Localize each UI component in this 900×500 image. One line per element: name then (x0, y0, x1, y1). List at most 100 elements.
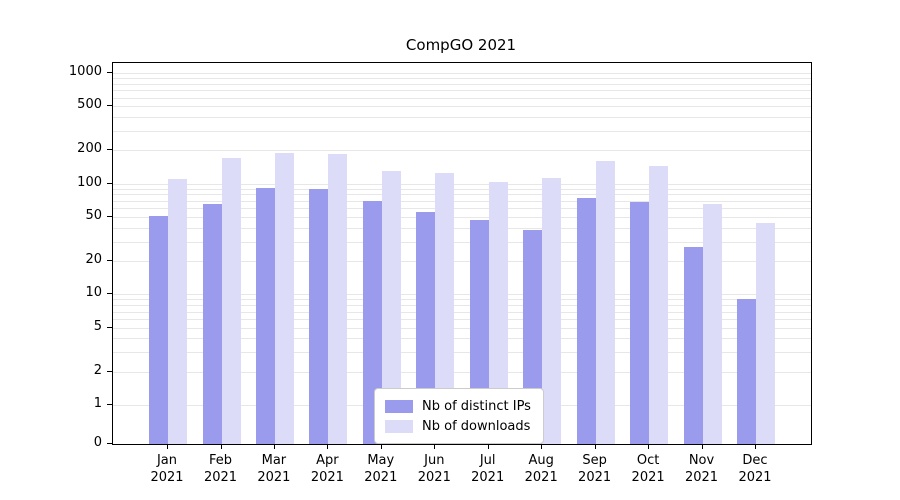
gridline (113, 83, 811, 85)
plot-area (112, 62, 812, 445)
y-tick-label-500: 500 (77, 97, 102, 113)
gridline (113, 294, 811, 296)
bar-downloads-jan (168, 179, 187, 444)
bar-ips-feb (202, 204, 222, 444)
y-tick-label-200: 200 (77, 141, 102, 157)
bar-ips-mar (255, 187, 275, 444)
gridline (113, 338, 811, 340)
y-tick-mark (107, 260, 112, 261)
y-tick-label-0: 0 (93, 435, 102, 450)
legend-swatch-distinct-ips (385, 399, 413, 413)
x-tick-mark (648, 444, 650, 449)
gridline (113, 200, 811, 202)
x-tick-label-jan: Jan 2021 (150, 453, 184, 485)
bar-downloads-sep (595, 161, 615, 444)
y-tick-mark (107, 443, 112, 444)
x-tick-label-aug: Aug 2021 (524, 453, 558, 485)
gridline (113, 130, 811, 132)
x-tick-mark (487, 444, 489, 449)
y-tick-label-100: 100 (77, 174, 102, 190)
x-tick-mark (701, 444, 703, 449)
gridline (113, 327, 811, 329)
gridline (113, 97, 811, 99)
gridline (113, 183, 811, 185)
legend-label-downloads: Nb of downloads (422, 418, 531, 434)
gridline (113, 194, 811, 196)
legend-swatch-downloads (385, 419, 413, 433)
gridline (113, 188, 811, 190)
x-tick-label-apr: Apr 2021 (310, 453, 344, 485)
bar-ips-nov (683, 246, 703, 444)
bar-ips-jan (149, 216, 168, 444)
y-tick-mark (107, 326, 112, 328)
gridline (113, 150, 811, 152)
y-tick-mark (107, 404, 112, 405)
y-tick-mark (107, 72, 112, 73)
bar-ips-apr (309, 188, 329, 444)
y-tick-mark (107, 105, 112, 107)
bar-downloads-mar (274, 152, 294, 444)
bar-ips-jun (416, 211, 436, 444)
gridline (113, 227, 811, 229)
gridline (113, 90, 811, 92)
gridline (113, 261, 811, 262)
x-tick-label-feb: Feb 2021 (203, 453, 238, 485)
gridline (113, 352, 811, 354)
gridline (113, 311, 811, 313)
x-tick-mark (327, 444, 329, 449)
bar-downloads-oct (649, 165, 669, 444)
legend: Nb of distinct IPs Nb of downloads (374, 388, 544, 444)
bar-ips-dec (737, 299, 756, 444)
y-tick-label-50: 50 (85, 208, 102, 223)
bar-downloads-nov (702, 204, 722, 444)
bar-ips-may (362, 200, 382, 444)
y-tick-label-1: 1 (93, 396, 102, 411)
x-tick-label-mar: Mar 2021 (257, 453, 291, 485)
x-tick-label-jul: Jul 2021 (471, 453, 505, 485)
gridline (113, 117, 811, 118)
chart-title: CompGO 2021 (405, 36, 517, 54)
x-tick-label-jun: Jun 2021 (417, 453, 451, 485)
bar-downloads-feb (221, 158, 241, 444)
gridline (113, 299, 811, 301)
x-tick-label-oct: Oct 2021 (631, 453, 665, 485)
bar-downloads-dec (756, 223, 775, 444)
y-tick-label-2: 2 (93, 362, 102, 378)
bar-downloads-aug (542, 178, 562, 444)
bar-downloads-may (381, 171, 401, 444)
y-tick-label-5: 5 (93, 318, 102, 334)
gridline (113, 208, 811, 210)
gridline (113, 217, 811, 218)
legend-item-downloads: Nb of downloads (385, 416, 531, 436)
x-tick-label-sep: Sep 2021 (578, 453, 612, 485)
y-tick-mark (107, 293, 112, 295)
gridline (113, 73, 811, 74)
x-tick-mark (380, 444, 382, 449)
x-tick-label-dec: Dec 2021 (738, 453, 772, 485)
x-tick-mark (220, 444, 222, 449)
gridline (113, 78, 811, 80)
gridline (113, 241, 811, 243)
bar-downloads-jul (488, 182, 508, 444)
x-tick-mark (167, 444, 168, 449)
bar-ips-oct (630, 202, 650, 444)
y-tick-mark (107, 216, 112, 217)
x-tick-mark (541, 444, 543, 449)
legend-label-distinct-ips: Nb of distinct IPs (422, 398, 531, 414)
x-tick-mark (594, 444, 596, 449)
y-tick-mark (107, 182, 112, 184)
x-tick-mark (755, 444, 756, 449)
gridline (113, 318, 811, 320)
bar-downloads-jun (435, 172, 455, 444)
y-tick-mark (107, 149, 112, 151)
y-tick-label-10: 10 (85, 285, 102, 301)
y-tick-label-1000: 1000 (68, 64, 102, 79)
legend-item-distinct-ips: Nb of distinct IPs (385, 396, 531, 416)
x-tick-label-nov: Nov 2021 (684, 453, 719, 485)
bar-ips-sep (576, 197, 596, 444)
gridline (113, 305, 811, 307)
bar-downloads-apr (328, 154, 348, 444)
x-tick-mark (273, 444, 275, 449)
gridline (113, 371, 811, 373)
